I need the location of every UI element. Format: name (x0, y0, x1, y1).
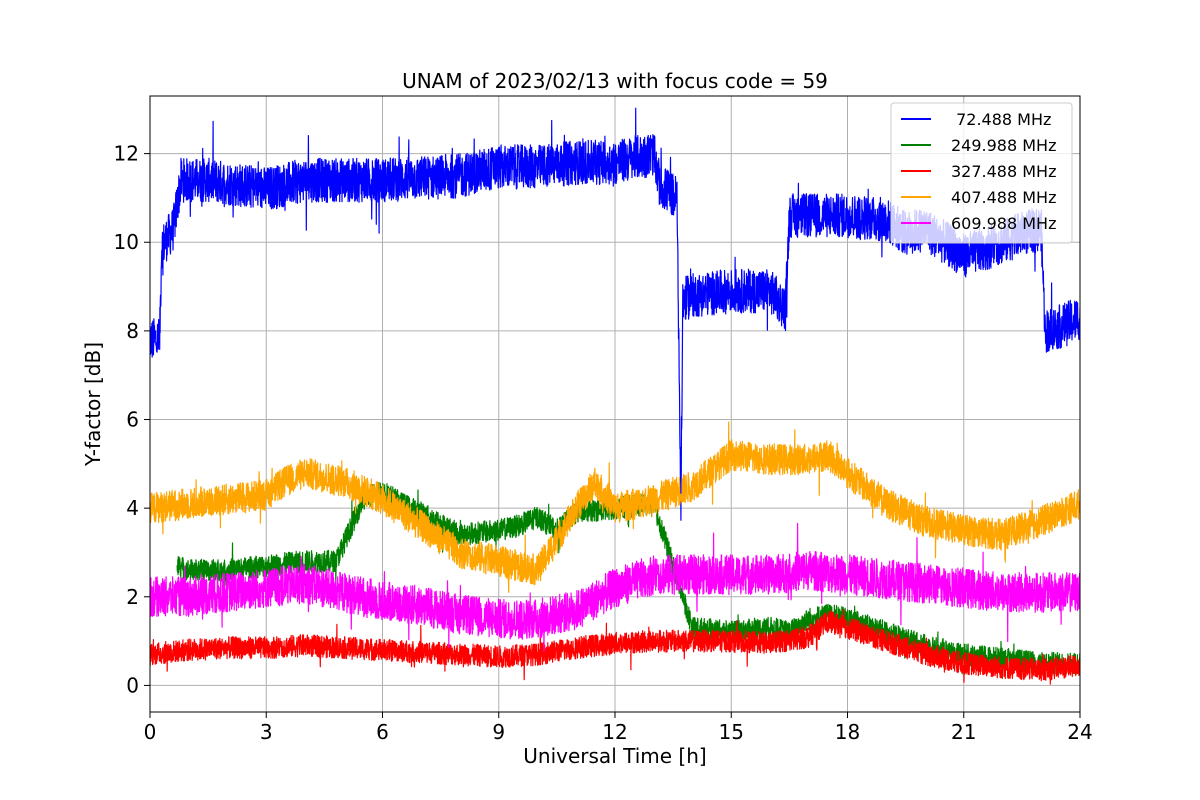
x-tick-label: 18 (835, 720, 860, 744)
y-axis-label: Y-factor [dB] (81, 342, 105, 467)
x-tick-label: 6 (376, 720, 389, 744)
y-tick-label: 8 (126, 319, 139, 343)
series-line (176, 482, 1080, 680)
y-tick-label: 12 (114, 142, 139, 166)
x-tick-label: 15 (719, 720, 744, 744)
series-line (150, 421, 1080, 593)
legend-label: 327.488 MHz (951, 162, 1056, 181)
y-axis: 0 2 4 6 8 10 12 (114, 142, 150, 697)
legend-label: 609.988 MHz (951, 214, 1056, 233)
y-tick-label: 2 (126, 585, 139, 609)
x-tick-label: 9 (492, 720, 505, 744)
x-axis-label: Universal Time [h] (523, 744, 706, 768)
y-tick-label: 6 (126, 408, 139, 432)
x-axis: 0 3 6 9 12 15 18 21 24 (144, 712, 1093, 744)
y-tick-label: 0 (126, 673, 139, 697)
legend-label: 407.488 MHz (951, 188, 1056, 207)
series-line (150, 608, 1080, 685)
x-tick-label: 12 (602, 720, 627, 744)
x-tick-label: 3 (260, 720, 273, 744)
series-layer (150, 107, 1080, 685)
y-tick-label: 4 (126, 496, 139, 520)
x-tick-label: 24 (1067, 720, 1092, 744)
chart-title: UNAM of 2023/02/13 with focus code = 59 (402, 69, 828, 93)
legend-box (890, 102, 1073, 244)
legend: 72.488 MHz 249.988 MHz 327.488 MHz 407.488 … (890, 102, 1073, 244)
legend-label: 72.488 MHz (951, 110, 1051, 129)
x-tick-label: 0 (144, 720, 157, 744)
x-tick-label: 21 (951, 720, 976, 744)
series-line (150, 522, 1080, 652)
y-tick-label: 10 (114, 230, 139, 254)
legend-label: 249.988 MHz (951, 136, 1056, 155)
